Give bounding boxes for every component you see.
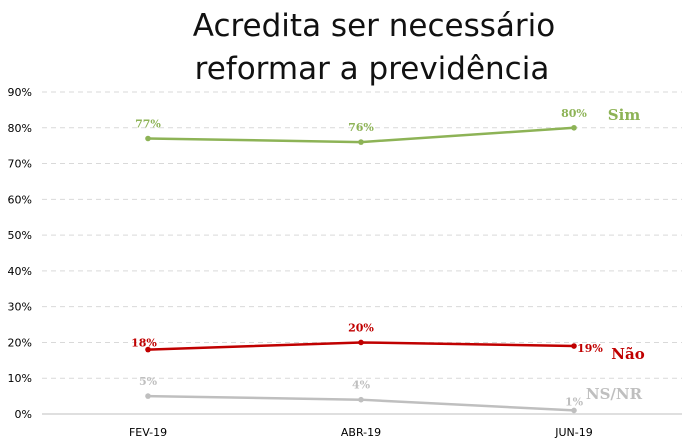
x-axis-ticks: FEV-19 ABR-19 JUN-19 [129,426,593,439]
chart-title-line-1: Acredita ser necessário [193,8,555,44]
data-label: 20% [348,321,374,334]
data-label: 1% [565,395,584,408]
data-label: 77% [135,118,161,131]
y-tick-label: 50% [8,229,32,242]
data-point [145,393,151,399]
y-tick-label: 60% [8,193,32,206]
data-point [145,346,151,353]
series-n-o: 18% 20% 19% Não [131,321,645,363]
y-tick-label: 30% [8,301,32,314]
series-ns-nr: 5% 4% 1% NS/NR [139,375,643,414]
y-tick-label: 10% [8,372,32,385]
data-label: 4% [352,379,371,392]
series-lines: 77% 76% 80% Sim 18% 20% 19% Não 5% 4% 1% NS/NR [131,106,645,414]
data-label: 19% [577,342,603,355]
data-point [571,124,577,131]
series-name-label: Sim [608,106,641,124]
y-tick-label: 70% [8,158,32,171]
y-tick-label: 90% [8,86,32,99]
series-name-label: Não [611,345,644,363]
y-tick-label: 0% [15,408,32,421]
data-point [145,135,151,142]
y-tick-label: 80% [8,122,32,135]
x-tick-label: FEV-19 [129,426,167,439]
data-label: 76% [348,121,374,134]
x-tick-label: ABR-19 [341,426,381,439]
y-tick-label: 40% [8,265,32,278]
chart-title-line-2: reformar a previdência [195,51,550,87]
data-point [358,339,364,346]
data-point [358,139,364,145]
series-name-label: NS/NR [586,385,643,403]
y-axis-ticks: 0% 10% 20% 30% 40% 50% 60% 70% 80% 90% [8,86,32,421]
series-sim: 77% 76% 80% Sim [135,106,640,145]
data-point [358,396,364,403]
x-tick-label: JUN-19 [554,426,593,439]
data-label: 80% [561,107,587,120]
data-label: 5% [139,375,158,388]
data-point [571,343,577,349]
data-point [571,407,577,414]
y-tick-label: 20% [8,336,32,349]
data-label: 18% [131,337,157,350]
